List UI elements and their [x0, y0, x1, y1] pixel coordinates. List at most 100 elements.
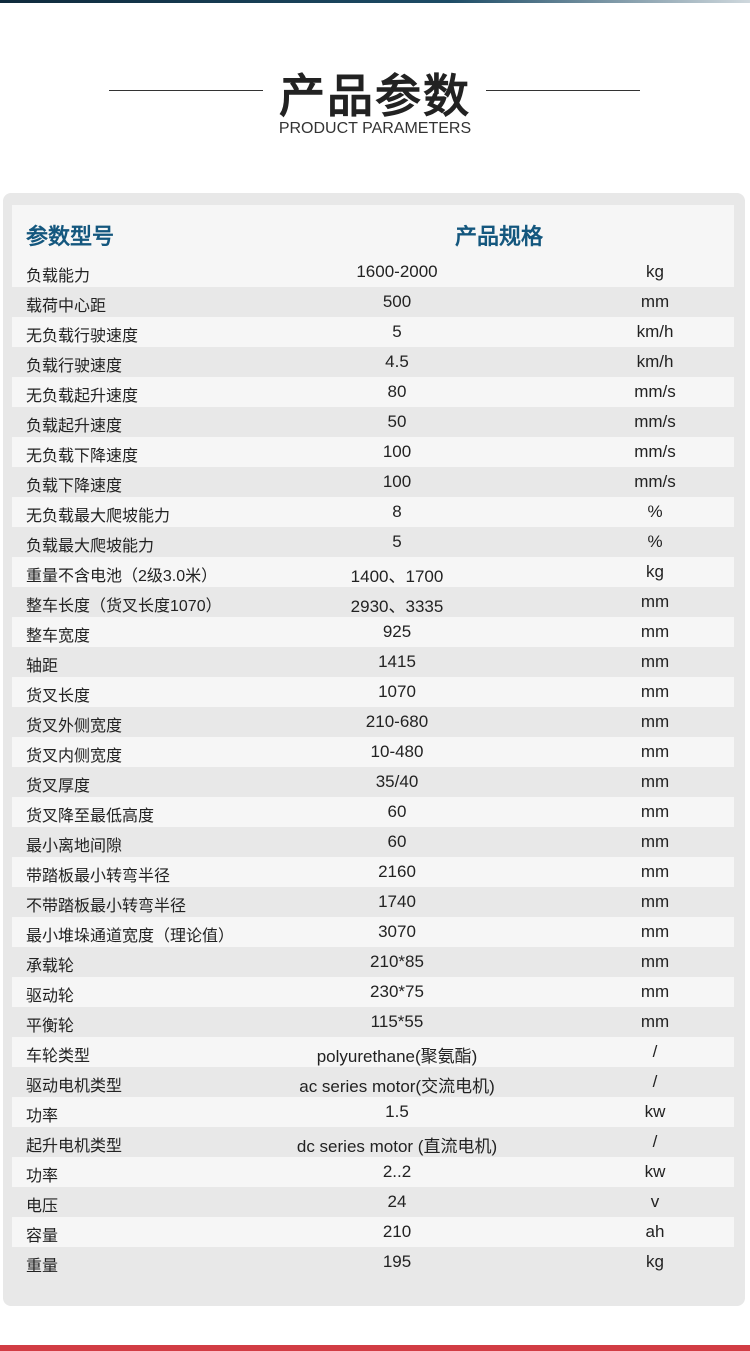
- param-unit: mm/s: [634, 472, 676, 491]
- param-unit: kw: [644, 1102, 666, 1121]
- param-value: 2..2: [382, 1162, 412, 1181]
- param-value: 35/40: [375, 772, 419, 791]
- param-unit: mm: [640, 922, 670, 941]
- param-unit: mm: [640, 682, 670, 701]
- param-unit: mm/s: [634, 382, 676, 401]
- table-row: 货叉长度 1070 mm: [12, 677, 734, 707]
- title-divider-right: [486, 90, 640, 91]
- param-name: 货叉内侧宽度: [26, 748, 123, 765]
- param-name: 起升电机类型: [26, 1138, 123, 1155]
- table-row: 容量 210 ah: [12, 1217, 734, 1247]
- top-accent-bar: [0, 0, 750, 3]
- param-value: 1600-2000: [356, 262, 438, 281]
- param-name: 负载下降速度: [26, 478, 123, 495]
- param-value: 1070: [378, 682, 416, 701]
- param-value: 195: [382, 1252, 412, 1271]
- table-row: 最小堆垛通道宽度（理论值） 3070 mm: [12, 917, 734, 947]
- param-unit: kw: [644, 1162, 666, 1181]
- table-row: 电压 24 v: [12, 1187, 734, 1217]
- param-name: 不带踏板最小转弯半径: [26, 898, 187, 915]
- table-row: 货叉降至最低高度 60 mm: [12, 797, 734, 827]
- param-value: 210: [382, 1222, 412, 1241]
- param-name: 重量不含电池（2级3.0米）: [26, 568, 218, 585]
- param-unit: %: [647, 532, 663, 551]
- table-row: 起升电机类型 dc series motor (直流电机) /: [12, 1127, 734, 1157]
- param-value: 1.5: [385, 1102, 409, 1121]
- param-value: 1740: [378, 892, 416, 911]
- param-unit: mm: [640, 802, 670, 821]
- table-header: 参数型号 产品规格: [12, 205, 734, 257]
- param-name: 承载轮: [26, 958, 75, 975]
- table-row: 无负载下降速度 100 mm/s: [12, 437, 734, 467]
- param-name: 负载起升速度: [26, 418, 123, 435]
- param-name: 货叉厚度: [26, 778, 91, 795]
- table-row: 货叉外侧宽度 210-680 mm: [12, 707, 734, 737]
- param-value: 1415: [378, 652, 416, 671]
- param-value: 100: [382, 442, 412, 461]
- param-value: 4.5: [385, 352, 409, 371]
- param-value: 100: [382, 472, 412, 491]
- param-name: 带踏板最小转弯半径: [26, 868, 171, 885]
- param-unit: mm: [640, 982, 670, 1001]
- param-name: 无负载最大爬坡能力: [26, 508, 171, 525]
- page-subtitle: PRODUCT PARAMETERS: [278, 120, 472, 137]
- param-name: 负载最大爬坡能力: [26, 538, 155, 555]
- param-name: 容量: [26, 1228, 59, 1245]
- param-name: 驱动电机类型: [26, 1078, 123, 1095]
- param-unit: mm: [640, 712, 670, 731]
- param-unit: /: [652, 1072, 658, 1091]
- param-unit: kg: [646, 562, 664, 581]
- table-row: 货叉内侧宽度 10-480 mm: [12, 737, 734, 767]
- bottom-accent-bar: [0, 1345, 750, 1351]
- param-name: 负载行驶速度: [26, 358, 123, 375]
- param-name: 无负载起升速度: [26, 388, 139, 405]
- param-unit: mm/s: [634, 442, 676, 461]
- param-unit: mm: [640, 772, 670, 791]
- table-row: 功率 1.5 kw: [12, 1097, 734, 1127]
- param-name: 最小堆垛通道宽度（理论值）: [26, 928, 235, 945]
- param-value: 10-480: [370, 742, 424, 761]
- param-unit: ah: [645, 1222, 665, 1241]
- param-name: 轴距: [26, 658, 59, 675]
- param-unit: /: [652, 1132, 658, 1151]
- param-value: 24: [387, 1192, 407, 1211]
- param-name: 功率: [26, 1108, 59, 1125]
- table-row: 承载轮 210*85 mm: [12, 947, 734, 977]
- param-name: 整车长度（货叉长度1070）: [26, 598, 222, 615]
- table-row: 负载行驶速度 4.5 km/h: [12, 347, 734, 377]
- param-value: 5: [392, 532, 402, 551]
- param-value: 2160: [378, 862, 416, 881]
- param-value: 210-680: [365, 712, 429, 731]
- param-value: 500: [382, 292, 412, 311]
- param-value: 5: [392, 322, 402, 341]
- title-divider-left: [109, 90, 263, 91]
- param-unit: mm: [640, 832, 670, 851]
- param-value: dc series motor (直流电机): [296, 1137, 498, 1156]
- table-row: 整车宽度 925 mm: [12, 617, 734, 647]
- param-value: 925: [382, 622, 412, 641]
- table-row: 驱动轮 230*75 mm: [12, 977, 734, 1007]
- param-value: 3070: [378, 922, 416, 941]
- param-value: 230*75: [370, 982, 424, 1001]
- table-row: 负载能力 1600-2000 kg: [12, 257, 734, 287]
- table-row: 重量不含电池（2级3.0米） 1400、1700 kg: [12, 557, 734, 587]
- header-spec: 产品规格: [455, 224, 544, 249]
- param-value: polyurethane(聚氨酯): [316, 1047, 478, 1066]
- param-name: 负载能力: [26, 268, 91, 285]
- param-unit: mm: [640, 622, 670, 641]
- table-row: 车轮类型 polyurethane(聚氨酯) /: [12, 1037, 734, 1067]
- param-value: 1400、1700: [350, 567, 444, 586]
- table-row: 无负载起升速度 80 mm/s: [12, 377, 734, 407]
- table-row: 载荷中心距 500 mm: [12, 287, 734, 317]
- param-name: 货叉长度: [26, 688, 91, 705]
- table-row: 无负载最大爬坡能力 8%: [12, 497, 734, 527]
- param-unit: km/h: [636, 322, 674, 341]
- param-unit: mm: [640, 652, 670, 671]
- param-unit: mm: [640, 862, 670, 881]
- param-unit: v: [650, 1192, 660, 1211]
- param-unit: %: [647, 502, 663, 521]
- table-row: 功率 2..2 kw: [12, 1157, 734, 1187]
- param-value: 60: [387, 832, 407, 851]
- table-row: 驱动电机类型 ac series motor(交流电机) /: [12, 1067, 734, 1097]
- table-row: 负载最大爬坡能力 5%: [12, 527, 734, 557]
